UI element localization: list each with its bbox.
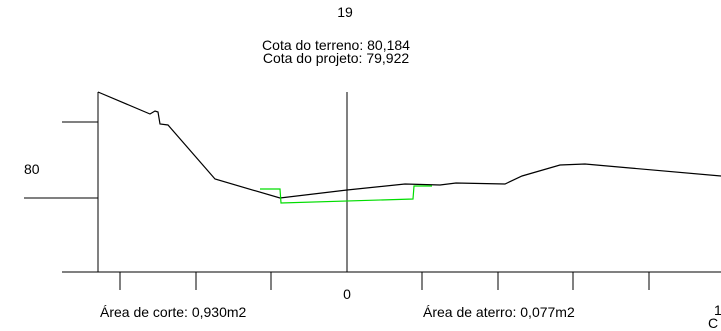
area-aterro-label: Área de aterro: 0,077m2 [423,304,575,320]
project-profile [260,185,432,204]
cota-projeto-label: Cota do projeto: 79,922 [262,50,410,66]
axis-center-label: 0 [343,286,351,302]
x-axis-ticks [119,272,650,290]
cota-terreno-label: Cota do terreno: 80,184 [262,37,410,53]
edge-text-right: 1 [714,302,721,318]
area-corte-label: Área de corte: 0,930m2 [100,304,247,320]
edge-text-bottom-right: C [708,315,719,331]
elevation-label: 80 [24,161,40,177]
station-label: 19 [337,4,353,20]
terrain-profile [97,91,721,199]
